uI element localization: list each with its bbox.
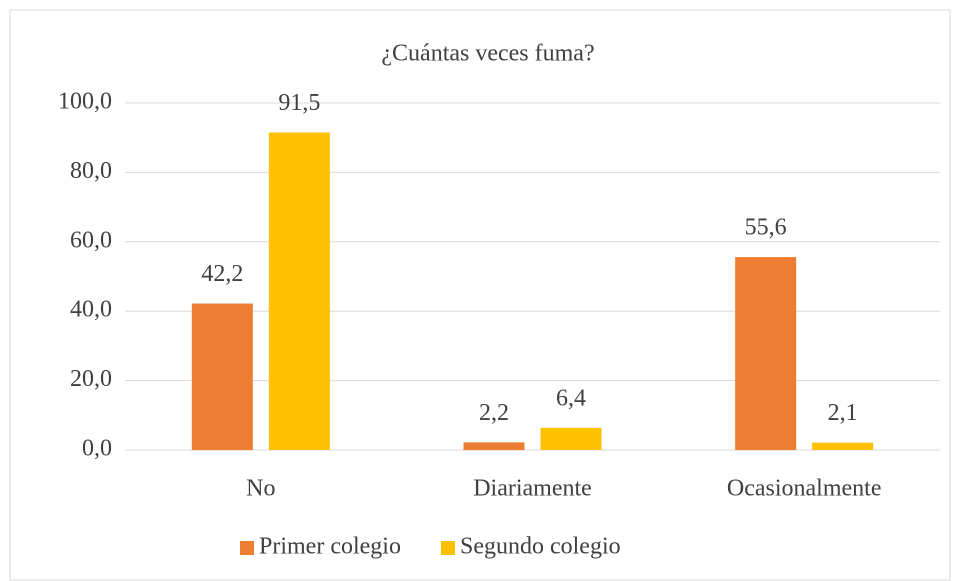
legend-swatch	[240, 541, 254, 555]
bar	[268, 132, 330, 450]
data-label: 42,2	[201, 261, 243, 287]
y-tick-label: 80,0	[70, 158, 112, 184]
data-label: 91,5	[278, 90, 320, 116]
bar	[812, 442, 874, 450]
legend-label: Segundo colegio	[460, 534, 621, 560]
y-tick-label: 40,0	[70, 297, 112, 323]
data-label: 55,6	[745, 215, 787, 241]
data-label: 6,4	[556, 385, 586, 411]
bar	[463, 442, 525, 450]
x-tick-label: Diariamente	[473, 476, 592, 502]
data-label: 2,1	[828, 400, 858, 426]
x-tick-label: No	[246, 476, 275, 502]
chart-title: ¿Cuántas veces fuma?	[381, 41, 594, 67]
data-label: 2,2	[479, 400, 509, 426]
legend-swatch	[440, 541, 455, 555]
bar	[540, 427, 602, 450]
bar	[735, 257, 797, 450]
bar	[191, 303, 253, 450]
y-tick-label: 100,0	[58, 89, 112, 115]
x-tick-label: Ocasionalmente	[727, 476, 882, 502]
y-tick-label: 60,0	[70, 227, 112, 253]
y-tick-label: 20,0	[70, 366, 112, 392]
legend-label: Primer colegio	[259, 534, 401, 560]
y-tick-label: 0,0	[82, 436, 112, 462]
